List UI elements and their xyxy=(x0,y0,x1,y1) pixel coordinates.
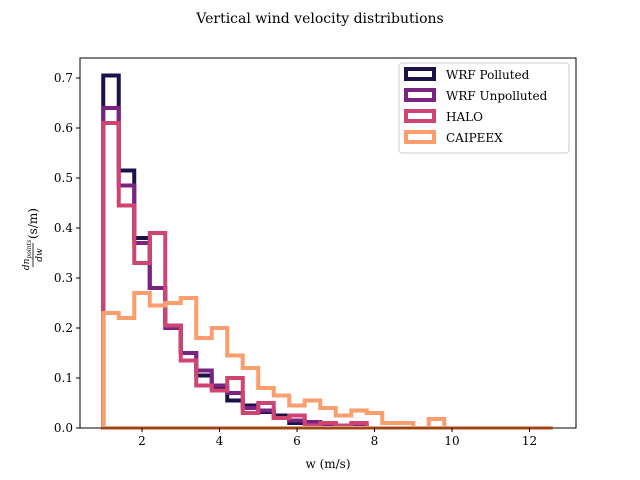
series-layer xyxy=(101,73,553,430)
x-tick-label: 6 xyxy=(293,434,301,448)
y-axis-label: dnpoints dw (s/m) xyxy=(22,208,45,270)
y-tick-label: 0.1 xyxy=(54,371,73,385)
plot-frame xyxy=(79,57,577,429)
legend-swatch xyxy=(404,88,436,102)
legend-swatch xyxy=(404,130,436,144)
x-tick-label: 10 xyxy=(444,434,459,448)
y-tick-label: 0.0 xyxy=(54,421,73,435)
y-tick-label: 0.5 xyxy=(54,171,73,185)
legend: WRF Polluted WRF Unpolluted HALO CAIPEEX xyxy=(398,62,570,154)
y-tick-label: 0.2 xyxy=(54,321,73,335)
x-axis-label: w (m/s) xyxy=(305,457,350,471)
y-tick-label: 0.4 xyxy=(54,221,73,235)
y-axis-label-unit: (s/m) xyxy=(26,208,40,239)
y-axis-label-numerator: dnpoints xyxy=(22,240,33,270)
y-axis-label-sub: points xyxy=(26,240,33,259)
legend-swatch xyxy=(404,109,436,123)
legend-label: WRF Unpolluted xyxy=(446,89,548,103)
series-halo xyxy=(101,121,369,430)
y-axis-label-dn: dn xyxy=(22,258,32,270)
chart-title: Vertical wind velocity distributions xyxy=(195,11,443,27)
y-tick-label: 0.3 xyxy=(54,271,73,285)
legend-swatch xyxy=(404,67,436,81)
legend-label: HALO xyxy=(446,110,483,124)
y-tick-label: 0.7 xyxy=(54,71,73,85)
x-tick-label: 12 xyxy=(522,434,537,448)
x-tick-label: 2 xyxy=(138,434,146,448)
x-tick-label: 8 xyxy=(371,434,379,448)
y-tick-label: 0.6 xyxy=(54,121,73,135)
legend-frame xyxy=(398,62,570,154)
series-wrf-polluted xyxy=(101,73,369,430)
legend-label: WRF Polluted xyxy=(446,68,530,82)
x-tick-label: 4 xyxy=(216,434,224,448)
axes-layer: 2 4 6 8 10 12 0.0 0.1 0.2 0.3 0.4 0.5 0.6 0.7 xyxy=(54,71,537,448)
legend-label: CAIPEEX xyxy=(446,131,503,145)
y-axis-label-denominator: dw xyxy=(35,248,45,262)
series-caipeex xyxy=(101,291,553,430)
